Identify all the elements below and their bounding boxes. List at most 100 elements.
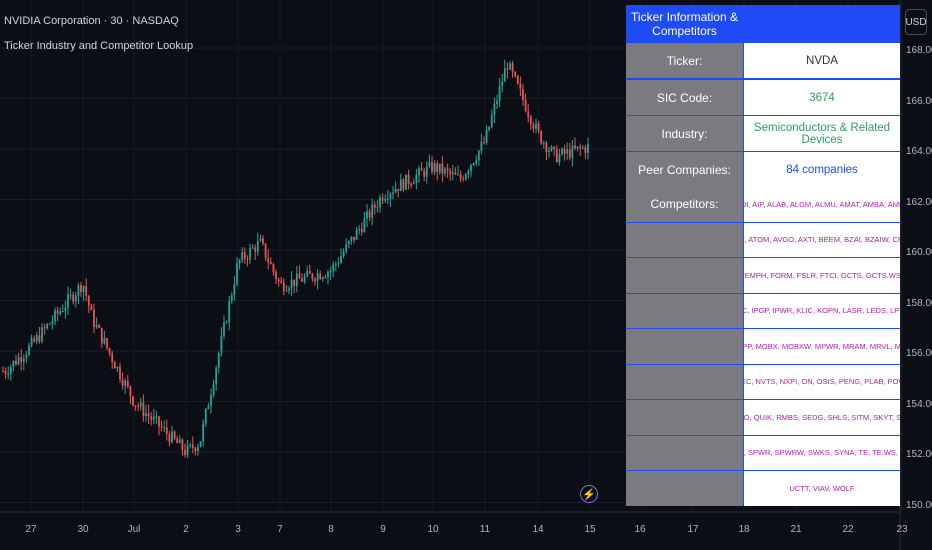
candle-body (69, 294, 72, 296)
candle-body (59, 311, 62, 314)
candle-body (446, 168, 449, 171)
candle-body (498, 85, 501, 101)
date-tick: 9 (380, 524, 386, 535)
candle-body (288, 288, 290, 291)
candle-body (574, 145, 576, 149)
candle-body (228, 301, 231, 323)
table-label-empty (626, 471, 743, 506)
candle-body (155, 416, 158, 418)
date-tick: 16 (634, 524, 646, 535)
date-tick: Jul (127, 524, 141, 535)
date-tick: 14 (532, 524, 544, 535)
symbol-title: NVIDIA Corporation · 30 · NASDAQ (4, 15, 179, 27)
candle-body (553, 146, 556, 149)
price-tick: 156.00 (906, 348, 932, 359)
candle-body (241, 252, 244, 260)
candle-body (87, 296, 90, 307)
candle-body (462, 178, 465, 180)
candle-body (298, 273, 301, 279)
table-label-empty (626, 364, 743, 399)
candle-body (41, 327, 43, 342)
price-tick: 166.00 (906, 95, 932, 107)
candle-body (436, 163, 439, 173)
candle-body (256, 240, 259, 252)
candle-body (360, 229, 363, 233)
candle-body (329, 270, 332, 273)
candle-body (259, 238, 262, 241)
candle-body (35, 335, 38, 342)
candle-body (295, 273, 298, 286)
candle-body (384, 198, 387, 201)
candle-body (345, 244, 348, 252)
candle-body (25, 354, 28, 359)
candle-body (332, 264, 335, 271)
candle-body (217, 353, 220, 368)
candle-body (95, 325, 98, 327)
indicator-title[interactable]: Ticker Industry and Competitor Lookup (4, 40, 194, 52)
price-tick: 162.00 (906, 196, 932, 208)
table-label: Peer Companies: (626, 152, 743, 187)
candle-body (54, 310, 56, 322)
candle-body (33, 338, 36, 342)
table-label: SIC Code: (626, 80, 743, 115)
currency-button[interactable]: USD (905, 9, 927, 35)
candle-body (470, 164, 472, 172)
date-tick: 3 (235, 524, 241, 535)
candle-body (415, 175, 418, 183)
candle-body (121, 379, 124, 386)
candle-body (243, 252, 246, 259)
candle-body (293, 279, 296, 286)
candle-body (454, 172, 457, 175)
candle-body (80, 285, 82, 293)
competitor-list: DIOD, DVLT, EMPH, FORM, FSLR, FTCI, GCTS… (744, 258, 900, 293)
candle-body (134, 405, 137, 407)
candle-body (238, 259, 241, 264)
candle-body (163, 427, 166, 429)
table-title: Ticker Information & Competitors (631, 9, 738, 38)
candle-body (139, 402, 142, 407)
candle-body (576, 146, 579, 149)
lightning-icon[interactable]: ⚡ (580, 485, 598, 503)
candle-body (106, 338, 108, 349)
candle-body (152, 416, 155, 420)
price-tick: 152.00 (906, 449, 932, 460)
table-value: 3674 (744, 80, 900, 115)
candle-body (321, 277, 324, 280)
candle-body (220, 335, 223, 354)
price-tick: 158.00 (906, 297, 932, 309)
candle-body (173, 431, 176, 439)
candle-body (212, 384, 215, 396)
candle-body (480, 142, 483, 151)
candle-body (48, 323, 51, 325)
candle-body (15, 360, 17, 365)
candle-body (451, 172, 454, 174)
candle-body (545, 143, 548, 152)
table-label-empty (626, 293, 743, 328)
candle-body (51, 321, 54, 324)
candle-body (147, 413, 150, 417)
candle-body (194, 448, 197, 451)
price-tick: 154.00 (906, 398, 932, 410)
candle-body (506, 68, 509, 70)
candle-body (353, 236, 355, 240)
candle-body (550, 146, 553, 151)
candle-body (509, 63, 511, 70)
candle-body (64, 307, 67, 312)
date-tick: 18 (738, 524, 750, 535)
candle-body (376, 207, 379, 209)
candle-body (379, 197, 381, 208)
candle-body (444, 168, 446, 174)
candle-body (113, 361, 116, 369)
candle-body (22, 358, 25, 362)
candle-body (490, 115, 493, 127)
candle-body (72, 294, 75, 302)
candle-body (514, 71, 517, 77)
candle-body (350, 236, 353, 242)
candle-body (561, 148, 563, 155)
candle-body (129, 386, 132, 397)
candle-body (566, 149, 569, 154)
candle-body (77, 285, 80, 296)
candle-body (311, 273, 314, 280)
candle-body (303, 276, 306, 282)
candle-body (386, 198, 389, 200)
